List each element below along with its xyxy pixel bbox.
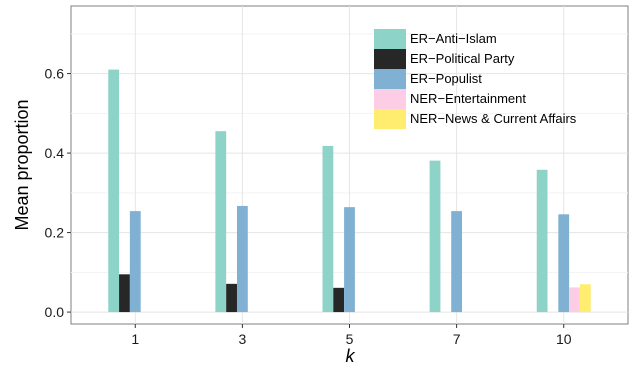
legend-label: NER−News & Current Affairs (410, 111, 577, 126)
bar (119, 274, 130, 313)
bar (236, 205, 248, 313)
bar (451, 211, 463, 313)
bar (226, 283, 237, 313)
y-tick-label: 0.0 (45, 304, 65, 320)
bar (569, 287, 580, 313)
x-tick-label: 5 (346, 331, 354, 347)
bar (344, 207, 355, 313)
x-tick-label: 3 (238, 331, 246, 347)
grid-lines (71, 6, 628, 324)
x-axis-title: k (346, 346, 356, 366)
legend-label: NER−Entertainment (410, 91, 526, 106)
bar (215, 131, 227, 313)
bar (579, 284, 591, 313)
x-tick-label: 1 (131, 331, 139, 347)
y-tick-label: 0.2 (45, 225, 65, 241)
legend-swatch (374, 49, 406, 69)
y-tick-label: 0.4 (45, 145, 65, 161)
legend-label: ER−Populist (410, 71, 482, 86)
x-tick-label: 7 (453, 331, 461, 347)
x-tick-label: 10 (556, 331, 572, 347)
bar (536, 169, 548, 313)
legend-swatch (374, 89, 406, 109)
bar (558, 214, 570, 313)
y-axis-title: Mean proportion (12, 99, 32, 230)
y-axis: 0.0 0.2 0.4 0.6 (45, 66, 71, 320)
legend-label: ER−Political Party (410, 51, 515, 66)
bar (322, 145, 334, 313)
y-tick-label: 0.6 (45, 66, 65, 82)
bars (108, 69, 591, 313)
x-axis: 1 3 5 7 10 (131, 324, 572, 347)
bar (108, 69, 120, 313)
bar (129, 211, 141, 313)
bar (429, 160, 441, 313)
legend: ER−Anti−Islam ER−Political Party ER−Populi… (374, 29, 577, 129)
legend-swatch (374, 69, 406, 89)
legend-swatch (374, 109, 406, 129)
legend-swatch (374, 29, 406, 49)
bar (333, 287, 345, 313)
legend-label: ER−Anti−Islam (410, 31, 497, 46)
